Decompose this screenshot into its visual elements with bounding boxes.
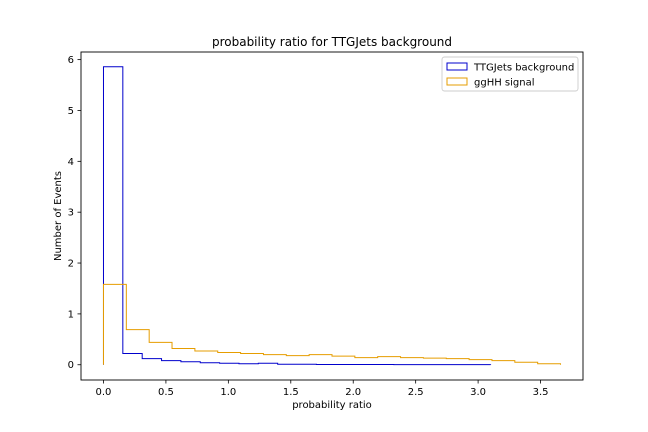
legend-swatch-1	[446, 77, 468, 86]
y-axis-label: Number of Events	[53, 171, 64, 261]
plot-area	[81, 52, 583, 380]
axes-frame	[80, 51, 584, 381]
legend-label-0: TTGJets background	[473, 63, 574, 74]
y-tick-label-3: 3	[68, 208, 74, 219]
chart-title: probability ratio for TTGJets background	[212, 35, 452, 49]
series-line-0	[102, 66, 492, 366]
legend	[441, 56, 579, 92]
y-tick-label-6: 6	[68, 55, 74, 66]
x-tick-label-6: 3.0	[470, 387, 486, 398]
legend-swatch-0	[446, 62, 468, 71]
y-tick-label-1: 1	[68, 309, 74, 320]
x-tick-label-1: 0.5	[158, 387, 174, 398]
x-tick-label-0: 0.0	[96, 387, 112, 398]
y-tick-label-0: 0	[68, 360, 74, 371]
x-tick-label-5: 2.5	[408, 387, 424, 398]
y-tick-label-5: 5	[68, 106, 74, 117]
x-tick-label-3: 1.5	[283, 387, 299, 398]
x-tick-label-2: 1.0	[220, 387, 236, 398]
x-axis-label: probability ratio	[292, 400, 372, 411]
x-tick-label-7: 3.5	[533, 387, 549, 398]
legend-label-1: ggHH signal	[474, 78, 535, 89]
y-tick-label-2: 2	[68, 259, 74, 270]
y-tick-label-4: 4	[68, 157, 74, 168]
series-line-1	[102, 283, 562, 365]
x-tick-label-4: 2.0	[345, 387, 361, 398]
